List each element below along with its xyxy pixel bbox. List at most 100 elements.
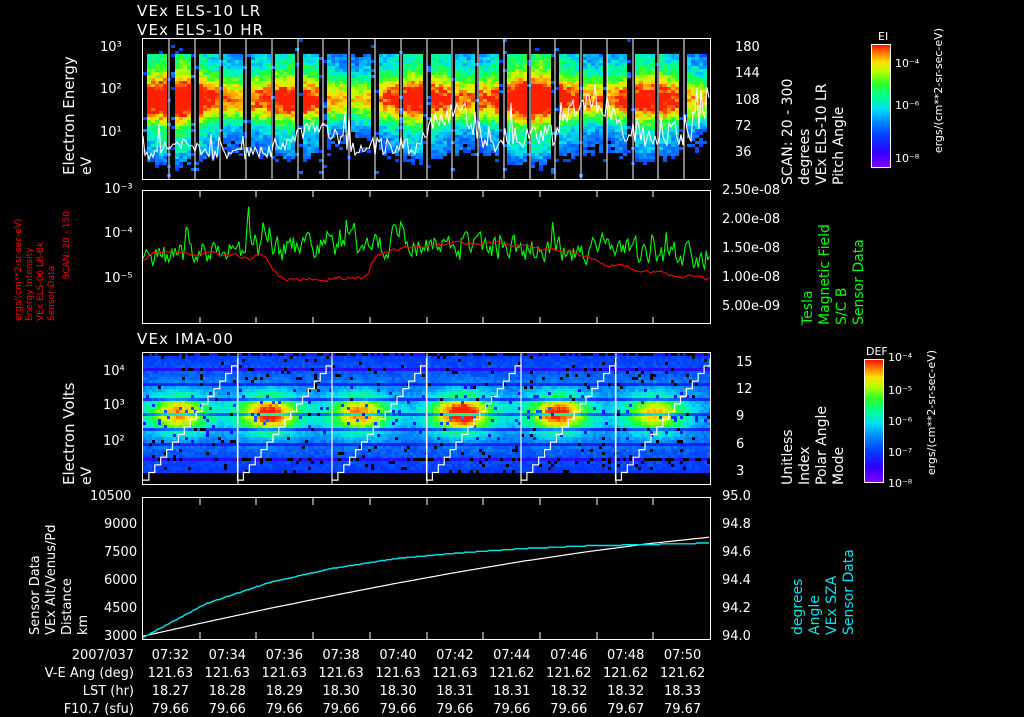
- panel4-left-axis-label-line1: Sensor Data: [28, 510, 43, 635]
- panel1-colorbar-tick-2: 10⁻⁸: [895, 152, 919, 165]
- bottom-cell-f107-1: 79.66: [197, 702, 257, 717]
- panel2-left-axis-label-line2: VEx ELS-06 LR-Bk: [36, 196, 46, 321]
- panel1-right-tick-1: 144: [735, 66, 760, 81]
- panel4-right-axis-label-line1: Sensor Data: [841, 505, 857, 635]
- panel4-right-tick-3: 94.4: [722, 573, 751, 588]
- panel1-plot-area[interactable]: [142, 38, 711, 180]
- panel3-colorbar-tick-2: 10⁻⁶: [888, 415, 912, 428]
- panel4-left-axis-label-line3: Distance: [60, 510, 75, 635]
- bottom-cell-lst-0: 18.27: [140, 684, 200, 699]
- panel4-right-axis-label-line2: VEx SZA: [824, 505, 840, 635]
- bottom-cell-time-9: 07:50: [653, 648, 713, 663]
- bottom-cell-lst-2: 18.29: [254, 684, 314, 699]
- panel3-colorbar-tick-1: 10⁻⁵: [888, 384, 912, 397]
- panel1-right-axis-label-line4: SCAN: 20 - 300: [780, 40, 796, 185]
- panel4-right-axis-label-line3: Angle: [807, 505, 823, 635]
- panel1-spectrogram: [143, 39, 710, 179]
- panel2-plot-area[interactable]: [142, 190, 711, 324]
- bottom-cell-time-2: 07:36: [254, 648, 314, 663]
- panel1-right-tick-0: 180: [735, 40, 760, 55]
- bottom-row-label-lst: LST (hr): [0, 684, 134, 699]
- bottom-cell-time-4: 07:40: [368, 648, 428, 663]
- bottom-cell-ve-ang-0: 121.63: [140, 666, 200, 681]
- bottom-cell-lst-9: 18.33: [653, 684, 713, 699]
- panel1-colorbar-name: EI: [878, 30, 888, 43]
- panel3-left-tick-1: 10³: [103, 398, 125, 413]
- panel4-left-tick-1: 9000: [104, 517, 137, 532]
- panel4-right-axis-label: degrees Angle VEx SZA Sensor Data: [790, 505, 857, 635]
- panel4-left-tick-4: 4500: [104, 601, 137, 616]
- panel4-left-tick-2: 7500: [104, 545, 137, 560]
- bottom-cell-time-5: 07:42: [425, 648, 485, 663]
- panel3-right-tick-4: 3: [736, 464, 744, 479]
- panel4-right-tick-5: 94.0: [722, 629, 751, 644]
- panel3-left-axis-label-line1: Electron Volts: [60, 360, 78, 485]
- panel3-colorbar-units: ergs/(cm**2-sr-sec-eV): [925, 350, 938, 475]
- panel1-right-tick-2: 108: [735, 93, 760, 108]
- bottom-cell-lst-8: 18.32: [596, 684, 656, 699]
- panel1-left-axis-label-line1: Electron Energy: [60, 45, 78, 175]
- panel4-left-tick-5: 3000: [104, 629, 137, 644]
- panel3-left-tick-0: 10⁴: [103, 364, 125, 379]
- panel3-left-axis-label-line2: eV: [79, 360, 95, 485]
- bottom-cell-ve-ang-2: 121.63: [254, 666, 314, 681]
- panel1-left-tick-1: 10²: [100, 82, 122, 97]
- bottom-cell-ve-ang-7: 121.62: [539, 666, 599, 681]
- bottom-cell-ve-ang-9: 121.62: [653, 666, 713, 681]
- bottom-cell-lst-6: 18.31: [482, 684, 542, 699]
- bottom-cell-ve-ang-6: 121.62: [482, 666, 542, 681]
- panel1-colorbar[interactable]: [871, 44, 891, 168]
- bottom-cell-lst-3: 18.30: [311, 684, 371, 699]
- panel1-colorbar-units: ergs/(cm**2-sr-sec-eV): [932, 28, 945, 153]
- panel2-right-axis-label: Tesla Magnetic Field S/C B Sensor Data: [800, 195, 867, 325]
- panel2-right-axis-label-line1: Sensor Data: [851, 195, 867, 325]
- bottom-cell-f107-6: 79.66: [482, 702, 542, 717]
- panel4-left-tick-0: 10500: [90, 489, 131, 504]
- bottom-cell-f107-5: 79.66: [425, 702, 485, 717]
- panel1-right-axis-label-line3: degrees: [797, 40, 813, 185]
- bottom-row-label-ve-ang: V-E Ang (deg): [0, 666, 134, 681]
- panel1-left-tick-2: 10¹: [100, 125, 122, 140]
- panel2-left-axis-label: ergs/(cm**2-sr-sec-eV) Energy Intensity …: [14, 196, 57, 321]
- bottom-cell-ve-ang-8: 121.62: [596, 666, 656, 681]
- panel2-right-tick-3: 1.00e-08: [722, 270, 780, 285]
- panel3-left-tick-2: 10²: [103, 434, 125, 449]
- panel3-right-tick-3: 6: [736, 437, 744, 452]
- panel4-plot-area[interactable]: [142, 497, 711, 640]
- panel2-left-tick-1: 10⁻⁴: [104, 226, 133, 241]
- panel1-left-tick-0: 10³: [100, 40, 122, 55]
- panel3-plot-area[interactable]: [142, 352, 711, 485]
- bottom-cell-lst-4: 18.30: [368, 684, 428, 699]
- panel3-colorbar[interactable]: [864, 359, 884, 483]
- bottom-cell-f107-4: 79.66: [368, 702, 428, 717]
- panel3-right-axis-label-line1: Mode: [831, 355, 847, 485]
- panel4-left-axis-label-line2: VEx Alt/Venus/Pd: [44, 510, 59, 635]
- bottom-cell-time-8: 07:48: [596, 648, 656, 663]
- panel1-colorbar-tick-0: 10⁻⁴: [895, 57, 919, 70]
- panel2-right-axis-label-line3: Magnetic Field: [817, 195, 833, 325]
- panel1-title-line2: VEx ELS-10 HR: [137, 21, 264, 39]
- panel3-right-axis-label-line2: Polar Angle: [814, 355, 830, 485]
- panel2-left-axis-label-line3: Energy Intensity: [25, 196, 35, 321]
- bottom-row-label-time: 2007/037: [0, 648, 134, 663]
- panel3-right-axis-label: Unitless Index Polar Angle Mode: [780, 355, 847, 485]
- panel2-right-tick-2: 1.50e-08: [722, 241, 780, 256]
- panel1-right-axis-label: SCAN: 20 - 300 degrees VEx ELS-10 LR Pit…: [780, 40, 847, 185]
- panel2-timeseries: [143, 191, 710, 323]
- panel2-right-tick-0: 2.50e-08: [722, 183, 780, 198]
- panel4-right-tick-1: 94.8: [722, 517, 751, 532]
- panel3-colorbar-name: DEF: [866, 345, 888, 358]
- bottom-cell-f107-9: 79.67: [653, 702, 713, 717]
- panel4-timeseries: [143, 498, 710, 639]
- bottom-cell-f107-8: 79.67: [596, 702, 656, 717]
- panel3-right-axis-label-line3: Index: [797, 355, 813, 485]
- panel1-colorbar-tick-1: 10⁻⁶: [895, 99, 919, 112]
- panel1-left-axis-label-line2: eV: [79, 45, 95, 175]
- panel2-right-tick-1: 2.00e-08: [722, 212, 780, 227]
- bottom-cell-lst-1: 18.28: [197, 684, 257, 699]
- panel1-left-axis-label: Electron Energy eV: [60, 45, 95, 175]
- bottom-cell-f107-7: 79.66: [539, 702, 599, 717]
- panel1-title-line1: VEx ELS-10 LR: [137, 2, 261, 20]
- panel3-right-axis-label-line4: Unitless: [780, 355, 796, 485]
